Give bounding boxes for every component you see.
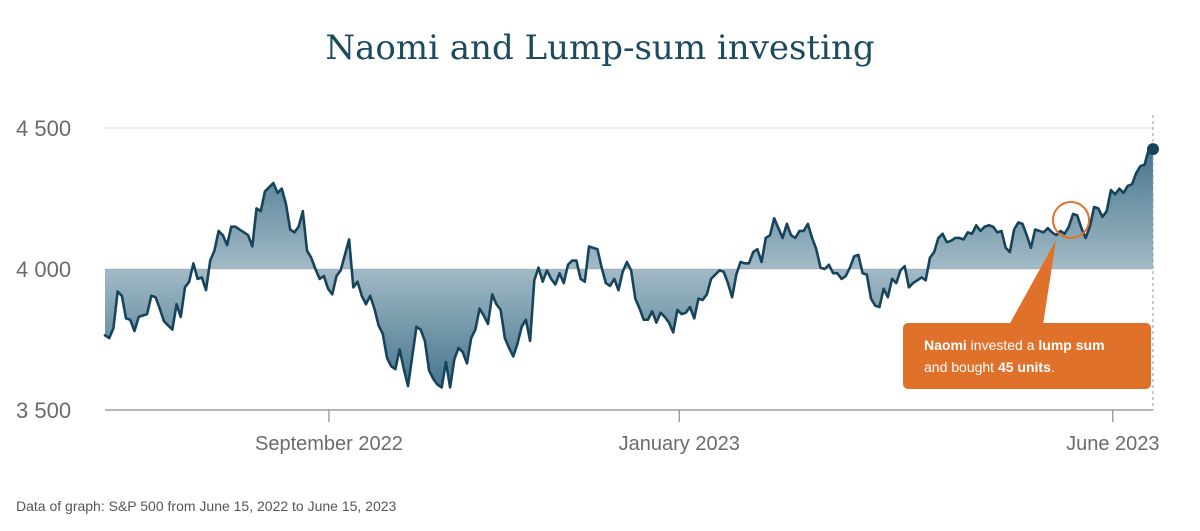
series-line — [103, 147, 1155, 389]
callout-text-1: invested a — [966, 337, 1039, 353]
x-tick-label: June 2023 — [1066, 433, 1159, 455]
label-layer: 4 500 4 000 3 500 September 2022 January 202… — [16, 116, 1160, 455]
axis-layer — [105, 115, 1154, 422]
x-tick-label: January 2023 — [619, 433, 740, 455]
y-tick-label: 4 000 — [16, 257, 71, 282]
callout-emphasis-2: 45 units — [997, 359, 1051, 375]
chart-title: Naomi and Lump-sum investing — [325, 28, 875, 68]
callout-emphasis-1: lump sum — [1038, 337, 1105, 353]
y-tick-label: 3 500 — [16, 398, 71, 423]
callout-box: Naomi invested a lump sum and bought 45 … — [903, 323, 1151, 389]
callout-pointer-arrow — [1009, 240, 1056, 325]
callout-pointer — [1009, 201, 1090, 325]
x-tick-label: September 2022 — [255, 433, 403, 455]
y-tick-label: 4 500 — [16, 116, 71, 141]
end-point-marker — [1147, 143, 1159, 156]
callout-text-2: and bought — [924, 359, 998, 375]
callout-name: Naomi — [924, 337, 967, 353]
line-layer — [103, 143, 1159, 389]
purchase-marker-circle — [1052, 201, 1090, 239]
source-note: Data of graph: S&P 500 from June 15, 202… — [16, 498, 397, 514]
callout-text-3: . — [1050, 359, 1055, 375]
area-below-baseline — [105, 270, 928, 388]
